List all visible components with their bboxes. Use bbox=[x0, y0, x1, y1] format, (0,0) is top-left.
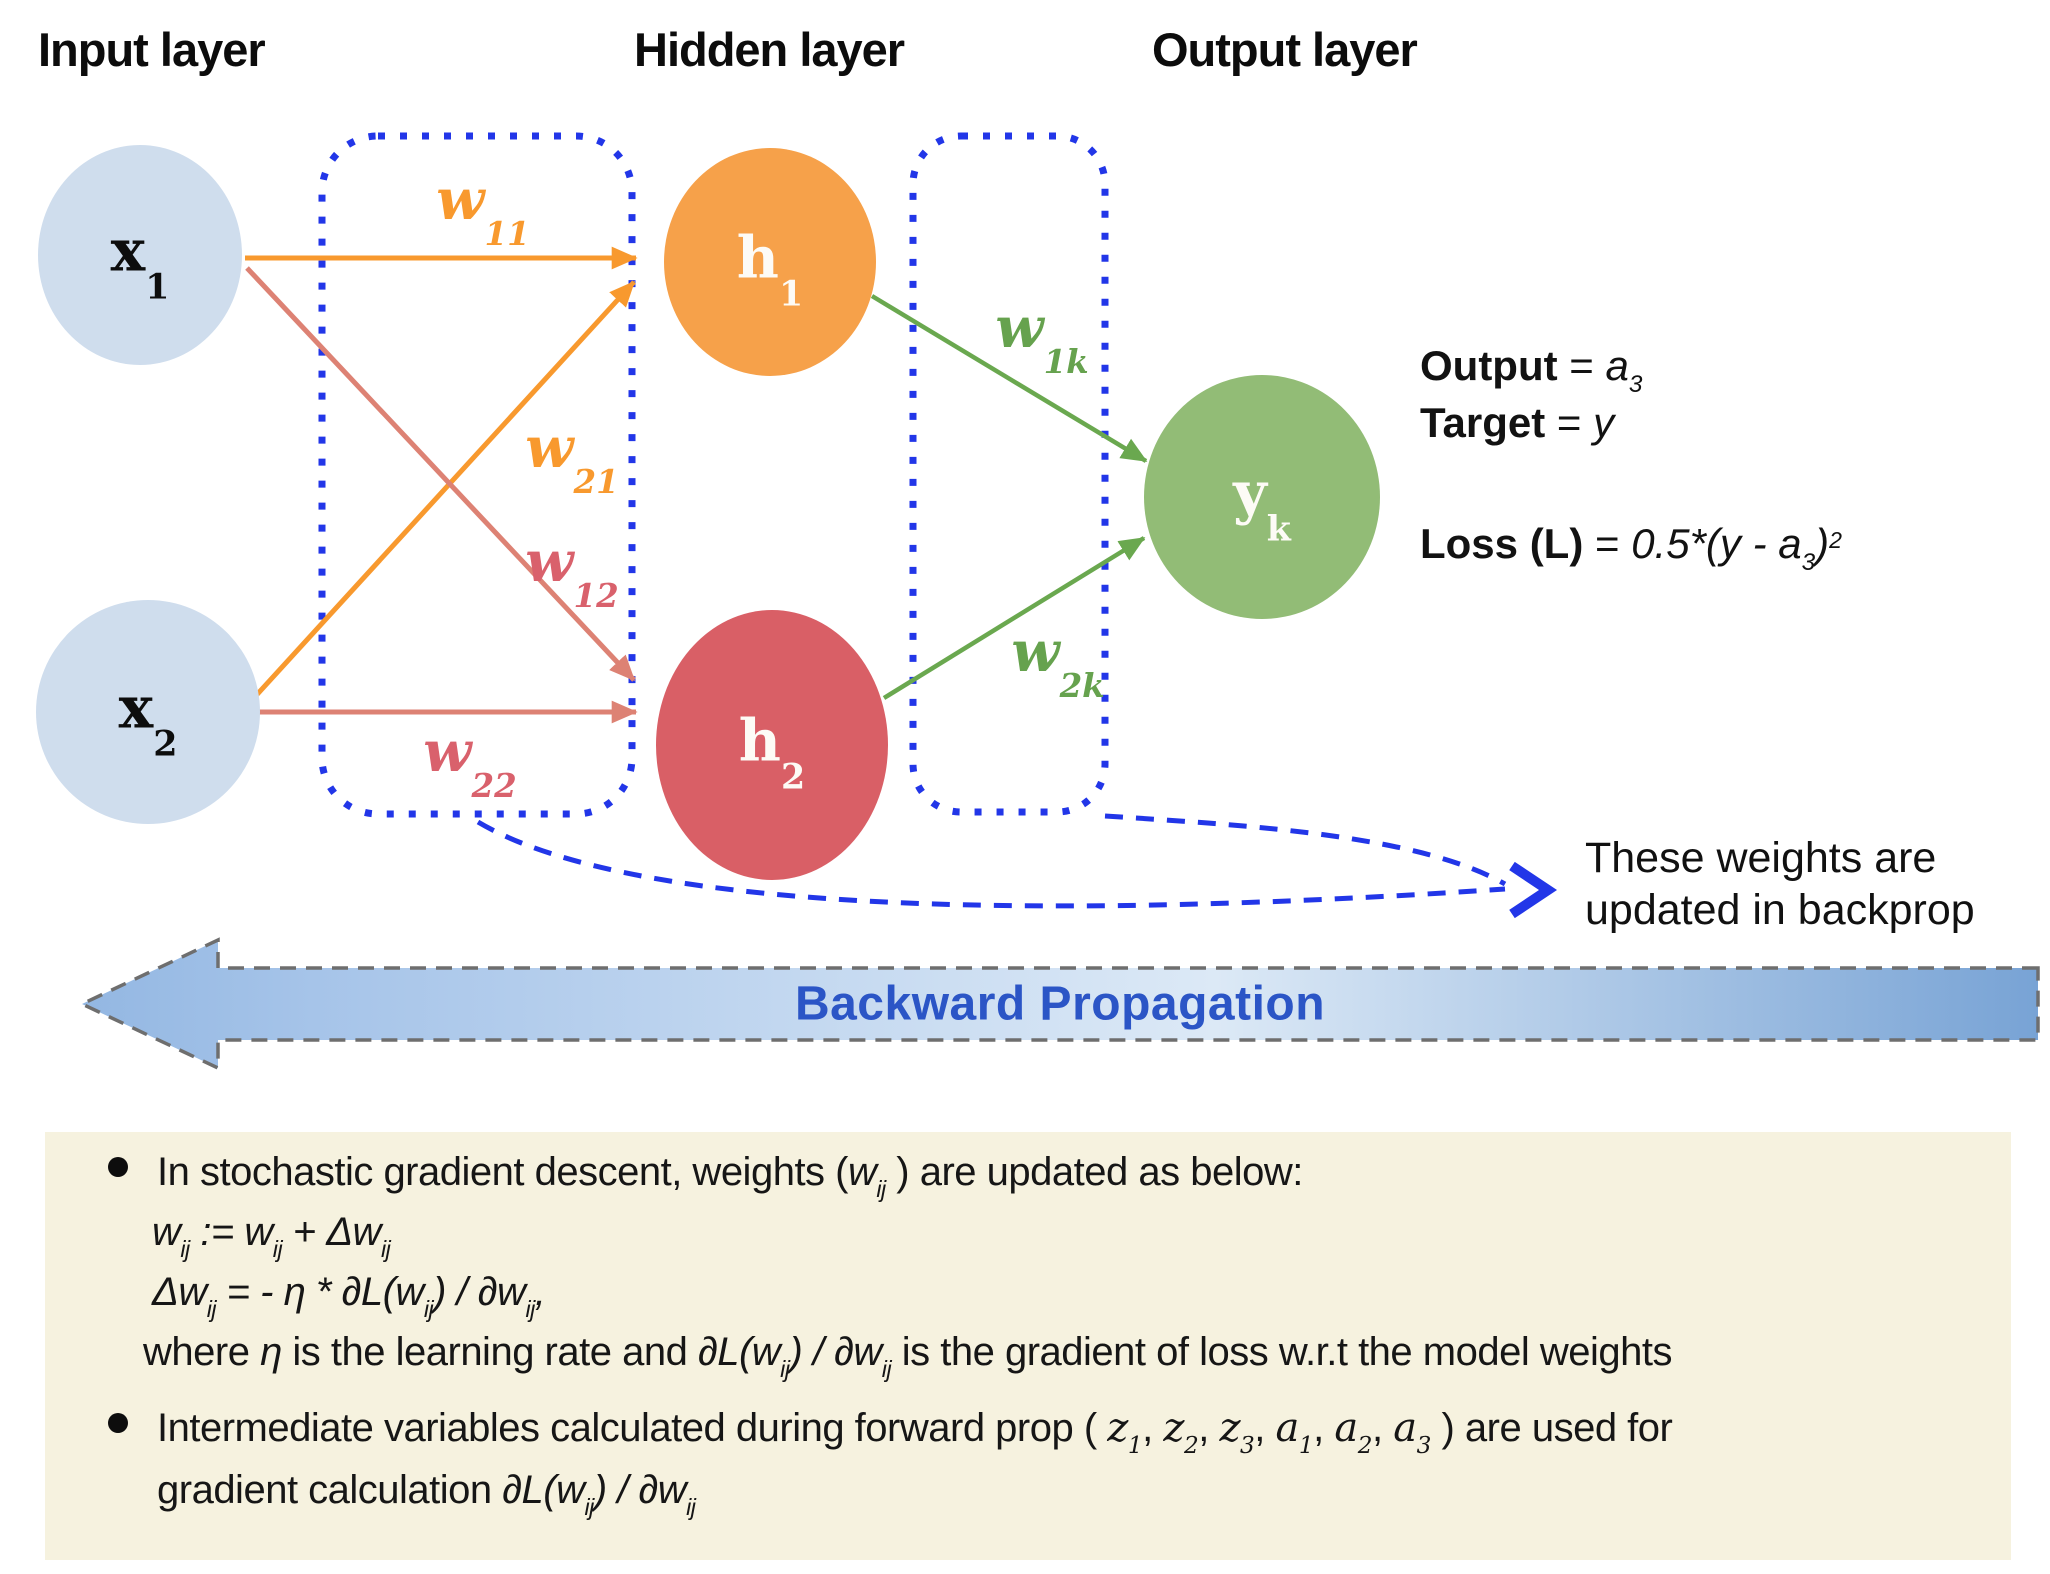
weight-w22-label: w22 bbox=[423, 719, 517, 805]
note-bullet1-line3: Δwij = - η * ∂L(wij) / ∂wij, bbox=[152, 1270, 546, 1322]
weight-w11-label: w11 bbox=[436, 167, 530, 253]
target-equation: Target = y bbox=[1420, 399, 1615, 446]
arrow-w12 bbox=[245, 266, 636, 682]
bullet-icon bbox=[108, 1413, 128, 1433]
note-bullet2-line1: Intermediate variables calculated during… bbox=[108, 1404, 1673, 1457]
arrow-w21 bbox=[250, 280, 636, 702]
backprop-weights-note-line1: These weights are bbox=[1585, 834, 1937, 882]
node-yk-circle bbox=[1144, 375, 1380, 619]
diagram-canvas bbox=[36, 132, 2040, 1071]
callout-curve-left-box bbox=[476, 819, 1506, 909]
weight-w1k-label: w1k bbox=[995, 295, 1089, 381]
input-layer-header: Input layer bbox=[38, 23, 266, 76]
weight-w2k-label: w2k bbox=[1011, 619, 1105, 705]
note-bullet1-line2: wij := wij + Δwij bbox=[152, 1210, 391, 1262]
loss-equation: Loss (L) = 0.5*(y - a3)2 bbox=[1420, 520, 1843, 577]
node-yk-label: yk bbox=[1233, 458, 1291, 550]
hidden-output-weights-box bbox=[909, 132, 1109, 816]
node-h2-label: h2 bbox=[738, 706, 806, 798]
node-x1-circle bbox=[38, 145, 242, 365]
weight-w12-label: w12 bbox=[525, 529, 619, 615]
note-bullet1-line1: In stochastic gradient descent, weights … bbox=[108, 1148, 1303, 1200]
node-x1-label: x1 bbox=[110, 216, 170, 308]
arrow-w2k bbox=[882, 536, 1146, 700]
node-x2-label: x2 bbox=[118, 673, 178, 765]
backward-propagation-arrow bbox=[77, 937, 2040, 1071]
output-layer-header: Output layer bbox=[1152, 23, 1418, 76]
node-h1-label: h1 bbox=[736, 223, 804, 315]
input-hidden-weights-box bbox=[318, 132, 636, 818]
arrow-w1k bbox=[870, 294, 1148, 463]
node-x2-circle bbox=[36, 600, 260, 824]
node-h2-circle bbox=[656, 610, 888, 880]
callout-arrowhead-icon bbox=[1509, 861, 1558, 919]
backward-propagation-label: Backward Propagation bbox=[794, 977, 1326, 1031]
node-h1-circle bbox=[664, 148, 876, 376]
weight-w21-label: w21 bbox=[525, 415, 619, 501]
note-bullet1-line4: where η is the learning rate and ∂L(wij)… bbox=[143, 1330, 1672, 1382]
note-bullet2-line2: gradient calculation ∂L(wij) / ∂wij bbox=[157, 1468, 696, 1520]
backprop-weights-note-line2: updated in backprop bbox=[1585, 886, 1975, 935]
callout-curve-right-box bbox=[1104, 813, 1507, 887]
notes-panel: In stochastic gradient descent, weights … bbox=[45, 1132, 2011, 1560]
backprop-weights-note: These weights are updated in backprop bbox=[1585, 832, 1975, 937]
hidden-layer-header: Hidden layer bbox=[634, 23, 905, 76]
output-equation: Output = a3 bbox=[1420, 342, 1643, 399]
bullet-icon bbox=[108, 1157, 128, 1177]
